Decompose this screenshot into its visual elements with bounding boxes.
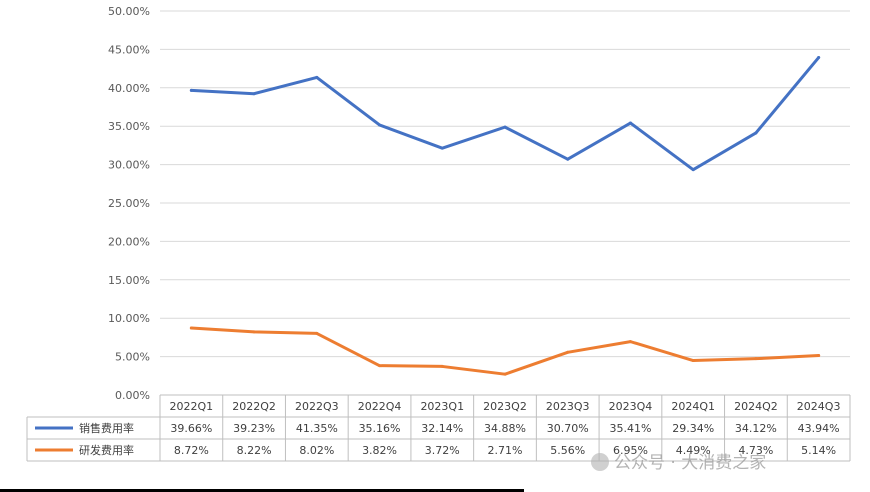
data-label: 8.22% bbox=[237, 444, 272, 457]
x-tick-label: 2023Q2 bbox=[483, 400, 527, 413]
data-label: 8.72% bbox=[174, 444, 209, 457]
data-label: 43.94% bbox=[798, 422, 840, 435]
data-point bbox=[189, 88, 193, 92]
data-point bbox=[503, 372, 507, 376]
wechat-icon bbox=[591, 453, 609, 471]
data-point bbox=[440, 364, 444, 368]
data-point bbox=[440, 146, 444, 150]
x-tick-label: 2024Q2 bbox=[734, 400, 778, 413]
y-tick-label: 45.00% bbox=[108, 43, 150, 56]
data-label: 29.34% bbox=[672, 422, 714, 435]
y-tick-label: 50.00% bbox=[108, 5, 150, 18]
data-label: 5.14% bbox=[801, 444, 836, 457]
watermark: 公众号 · 大消费之家 bbox=[591, 453, 766, 473]
data-label: 39.23% bbox=[233, 422, 275, 435]
series-line bbox=[189, 326, 821, 376]
data-point bbox=[817, 56, 821, 60]
y-axis-tick-labels: 0.00% 5.00% 10.00% 15.00% 20.00% 25.00% 30.00%… bbox=[108, 5, 150, 402]
data-label: 35.16% bbox=[359, 422, 401, 435]
data-point bbox=[691, 359, 695, 363]
data-label: 34.12% bbox=[735, 422, 777, 435]
data-label: 3.72% bbox=[425, 444, 460, 457]
data-label: 6.95% bbox=[613, 444, 648, 457]
x-tick-label: 2023Q3 bbox=[546, 400, 590, 413]
data-label: 32.14% bbox=[421, 422, 463, 435]
x-tick-label: 2022Q4 bbox=[358, 400, 402, 413]
x-tick-label: 2023Q4 bbox=[609, 400, 653, 413]
data-label: 3.82% bbox=[362, 444, 397, 457]
data-point bbox=[378, 123, 382, 127]
data-point bbox=[252, 92, 256, 96]
data-point bbox=[628, 340, 632, 344]
data-point bbox=[503, 125, 507, 129]
x-tick-label: 2024Q1 bbox=[671, 400, 715, 413]
series-line bbox=[189, 56, 821, 172]
data-point bbox=[691, 168, 695, 172]
data-label: 2.71% bbox=[488, 444, 523, 457]
data-label: 4.49% bbox=[676, 444, 711, 457]
x-tick-label: 2022Q3 bbox=[295, 400, 339, 413]
data-label: 34.88% bbox=[484, 422, 526, 435]
x-tick-label: 2022Q2 bbox=[232, 400, 276, 413]
y-tick-label: 40.00% bbox=[108, 82, 150, 95]
y-tick-label: 30.00% bbox=[108, 159, 150, 172]
y-tick-label: 0.00% bbox=[115, 389, 150, 402]
data-point bbox=[252, 330, 256, 334]
x-tick-label: 2024Q3 bbox=[797, 400, 841, 413]
y-tick-label: 5.00% bbox=[115, 351, 150, 364]
data-point bbox=[315, 75, 319, 79]
series-lines bbox=[189, 56, 821, 376]
data-label: 35.41% bbox=[609, 422, 651, 435]
data-label: 8.02% bbox=[299, 444, 334, 457]
gridlines bbox=[160, 10, 850, 358]
data-point bbox=[817, 354, 821, 358]
data-point bbox=[754, 131, 758, 135]
data-label: 41.35% bbox=[296, 422, 338, 435]
y-tick-label: 25.00% bbox=[108, 197, 150, 210]
legend-label: 研发费用率 bbox=[79, 443, 134, 457]
x-tick-label: 2022Q1 bbox=[170, 400, 214, 413]
data-label: 39.66% bbox=[170, 422, 212, 435]
data-label: 4.73% bbox=[738, 444, 773, 457]
data-point bbox=[189, 326, 193, 330]
data-table: 2022Q1 2022Q2 2022Q3 2022Q4 2023Q1 2023Q2 2023… bbox=[26, 394, 851, 462]
data-label: 30.70% bbox=[547, 422, 589, 435]
y-tick-label: 35.00% bbox=[108, 120, 150, 133]
data-point bbox=[315, 331, 319, 335]
data-point bbox=[754, 357, 758, 361]
data-point bbox=[566, 350, 570, 354]
legend-label: 销售费用率 bbox=[79, 421, 134, 435]
data-point bbox=[378, 364, 382, 368]
x-tick-label: 2023Q1 bbox=[420, 400, 464, 413]
bottom-rule bbox=[0, 489, 524, 492]
y-tick-label: 10.00% bbox=[108, 312, 150, 325]
y-tick-label: 20.00% bbox=[108, 235, 150, 248]
watermark-text: 公众号 · 大消费之家 bbox=[614, 453, 766, 473]
data-point bbox=[628, 121, 632, 125]
data-point bbox=[566, 157, 570, 161]
data-label: 5.56% bbox=[550, 444, 585, 457]
y-tick-label: 15.00% bbox=[108, 274, 150, 287]
